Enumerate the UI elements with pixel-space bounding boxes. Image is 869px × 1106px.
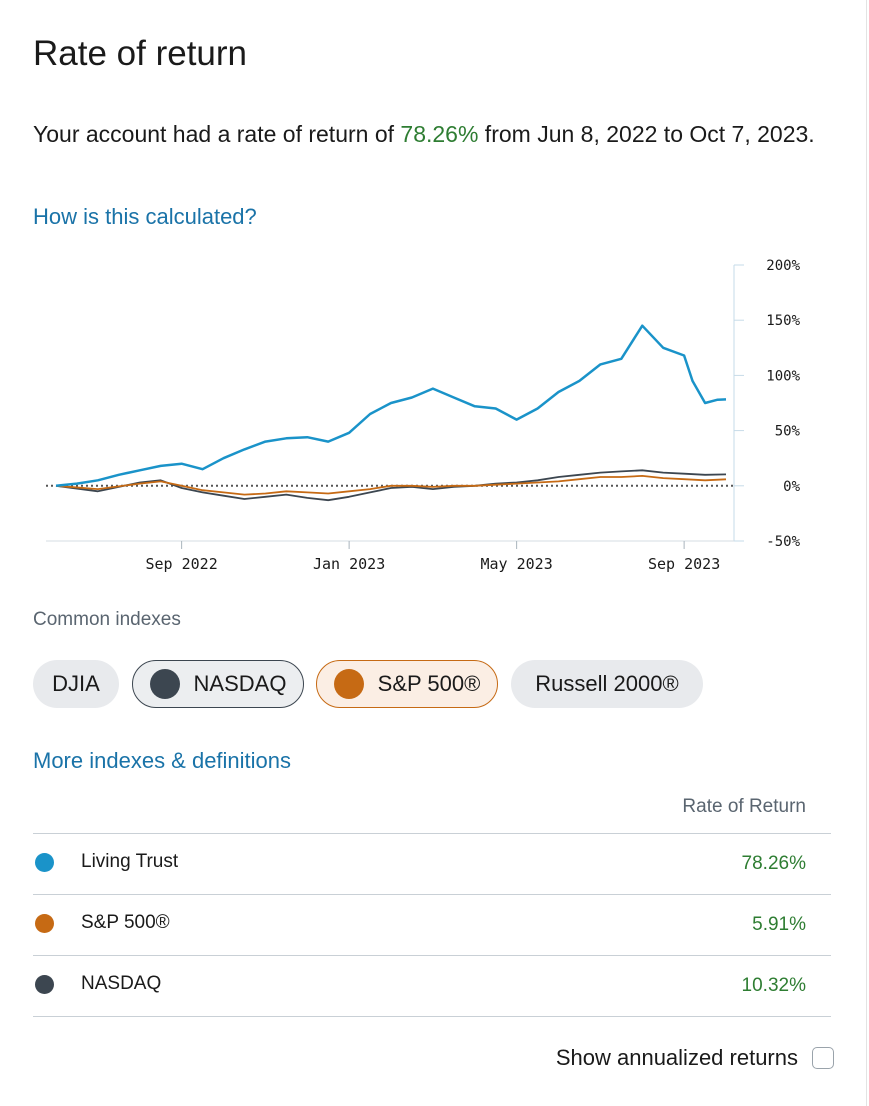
y-tick-label: 150% (766, 313, 800, 329)
row-name: NASDAQ (81, 973, 162, 994)
table-row: Living Trust 78.26% (33, 833, 831, 893)
series-line-living-trust (55, 324, 727, 488)
chip-nasdaq[interactable]: NASDAQ (132, 660, 304, 708)
common-indexes-label: Common indexes (33, 609, 181, 630)
chip-sp500-label: S&P 500® (377, 671, 481, 696)
summary-prefix: Your account had a rate of return of (33, 121, 401, 147)
y-tick-label: 200% (766, 258, 800, 274)
divider (33, 894, 831, 895)
chip-djia[interactable]: DJIA (33, 660, 119, 708)
chip-russell-2000[interactable]: Russell 2000® (511, 660, 703, 708)
row-name: Living Trust (81, 851, 179, 872)
row-value: 78.26% (741, 853, 806, 874)
return-summary: Your account had a rate of return of 78.… (33, 116, 823, 153)
chip-russell-label: Russell 2000® (535, 671, 679, 696)
annualized-label: Show annualized returns (555, 1045, 798, 1070)
y-tick-label: 0% (783, 479, 800, 495)
annualized-toggle[interactable]: Show annualized returns (556, 1045, 834, 1071)
series-line-nasdaq (55, 469, 727, 502)
nasdaq-bullet-icon (35, 975, 54, 994)
summary-suffix: from Jun 8, 2022 to Oct 7, 2023. (478, 121, 815, 147)
table-row: NASDAQ 10.32% (33, 955, 831, 1015)
divider (33, 833, 831, 834)
y-tick-label: -50% (766, 534, 800, 550)
rate-of-return-header: Rate of Return (682, 796, 806, 817)
more-indexes-link[interactable]: More indexes & definitions (33, 748, 292, 773)
sp500-dot-icon (333, 669, 364, 699)
living-trust-bullet-icon (35, 853, 54, 872)
y-tick-label: 100% (766, 368, 800, 384)
nasdaq-dot-icon (149, 669, 180, 699)
y-tick-label: 50% (775, 424, 801, 440)
rate-of-return-chart: 200% 150% 100% 50% 0% -50% Sep 2022 Jan 2023 May… (46, 258, 801, 573)
row-value: 5.91% (752, 914, 806, 935)
annualized-checkbox[interactable] (812, 1047, 834, 1069)
series-line-s-p-500- (55, 474, 727, 496)
sp500-bullet-icon (35, 914, 54, 933)
chip-sp500[interactable]: S&P 500® (316, 660, 498, 708)
chip-nasdaq-label: NASDAQ (193, 671, 287, 696)
x-tick-label: Sep 2023 (648, 555, 720, 573)
how-calculated-link[interactable]: How is this calculated? (33, 204, 257, 229)
table-row: S&P 500® 5.91% (33, 894, 831, 954)
page-title: Rate of return (33, 34, 247, 73)
divider (33, 955, 831, 956)
right-border (866, 0, 867, 1106)
x-tick-label: Sep 2022 (146, 555, 218, 573)
divider (33, 1016, 831, 1017)
summary-percent: 78.26% (400, 121, 479, 147)
row-value: 10.32% (741, 975, 806, 996)
x-tick-label: May 2023 (481, 555, 553, 573)
row-name: S&P 500® (81, 912, 170, 933)
x-tick-label: Jan 2023 (313, 555, 385, 573)
chip-djia-label: DJIA (52, 671, 100, 696)
